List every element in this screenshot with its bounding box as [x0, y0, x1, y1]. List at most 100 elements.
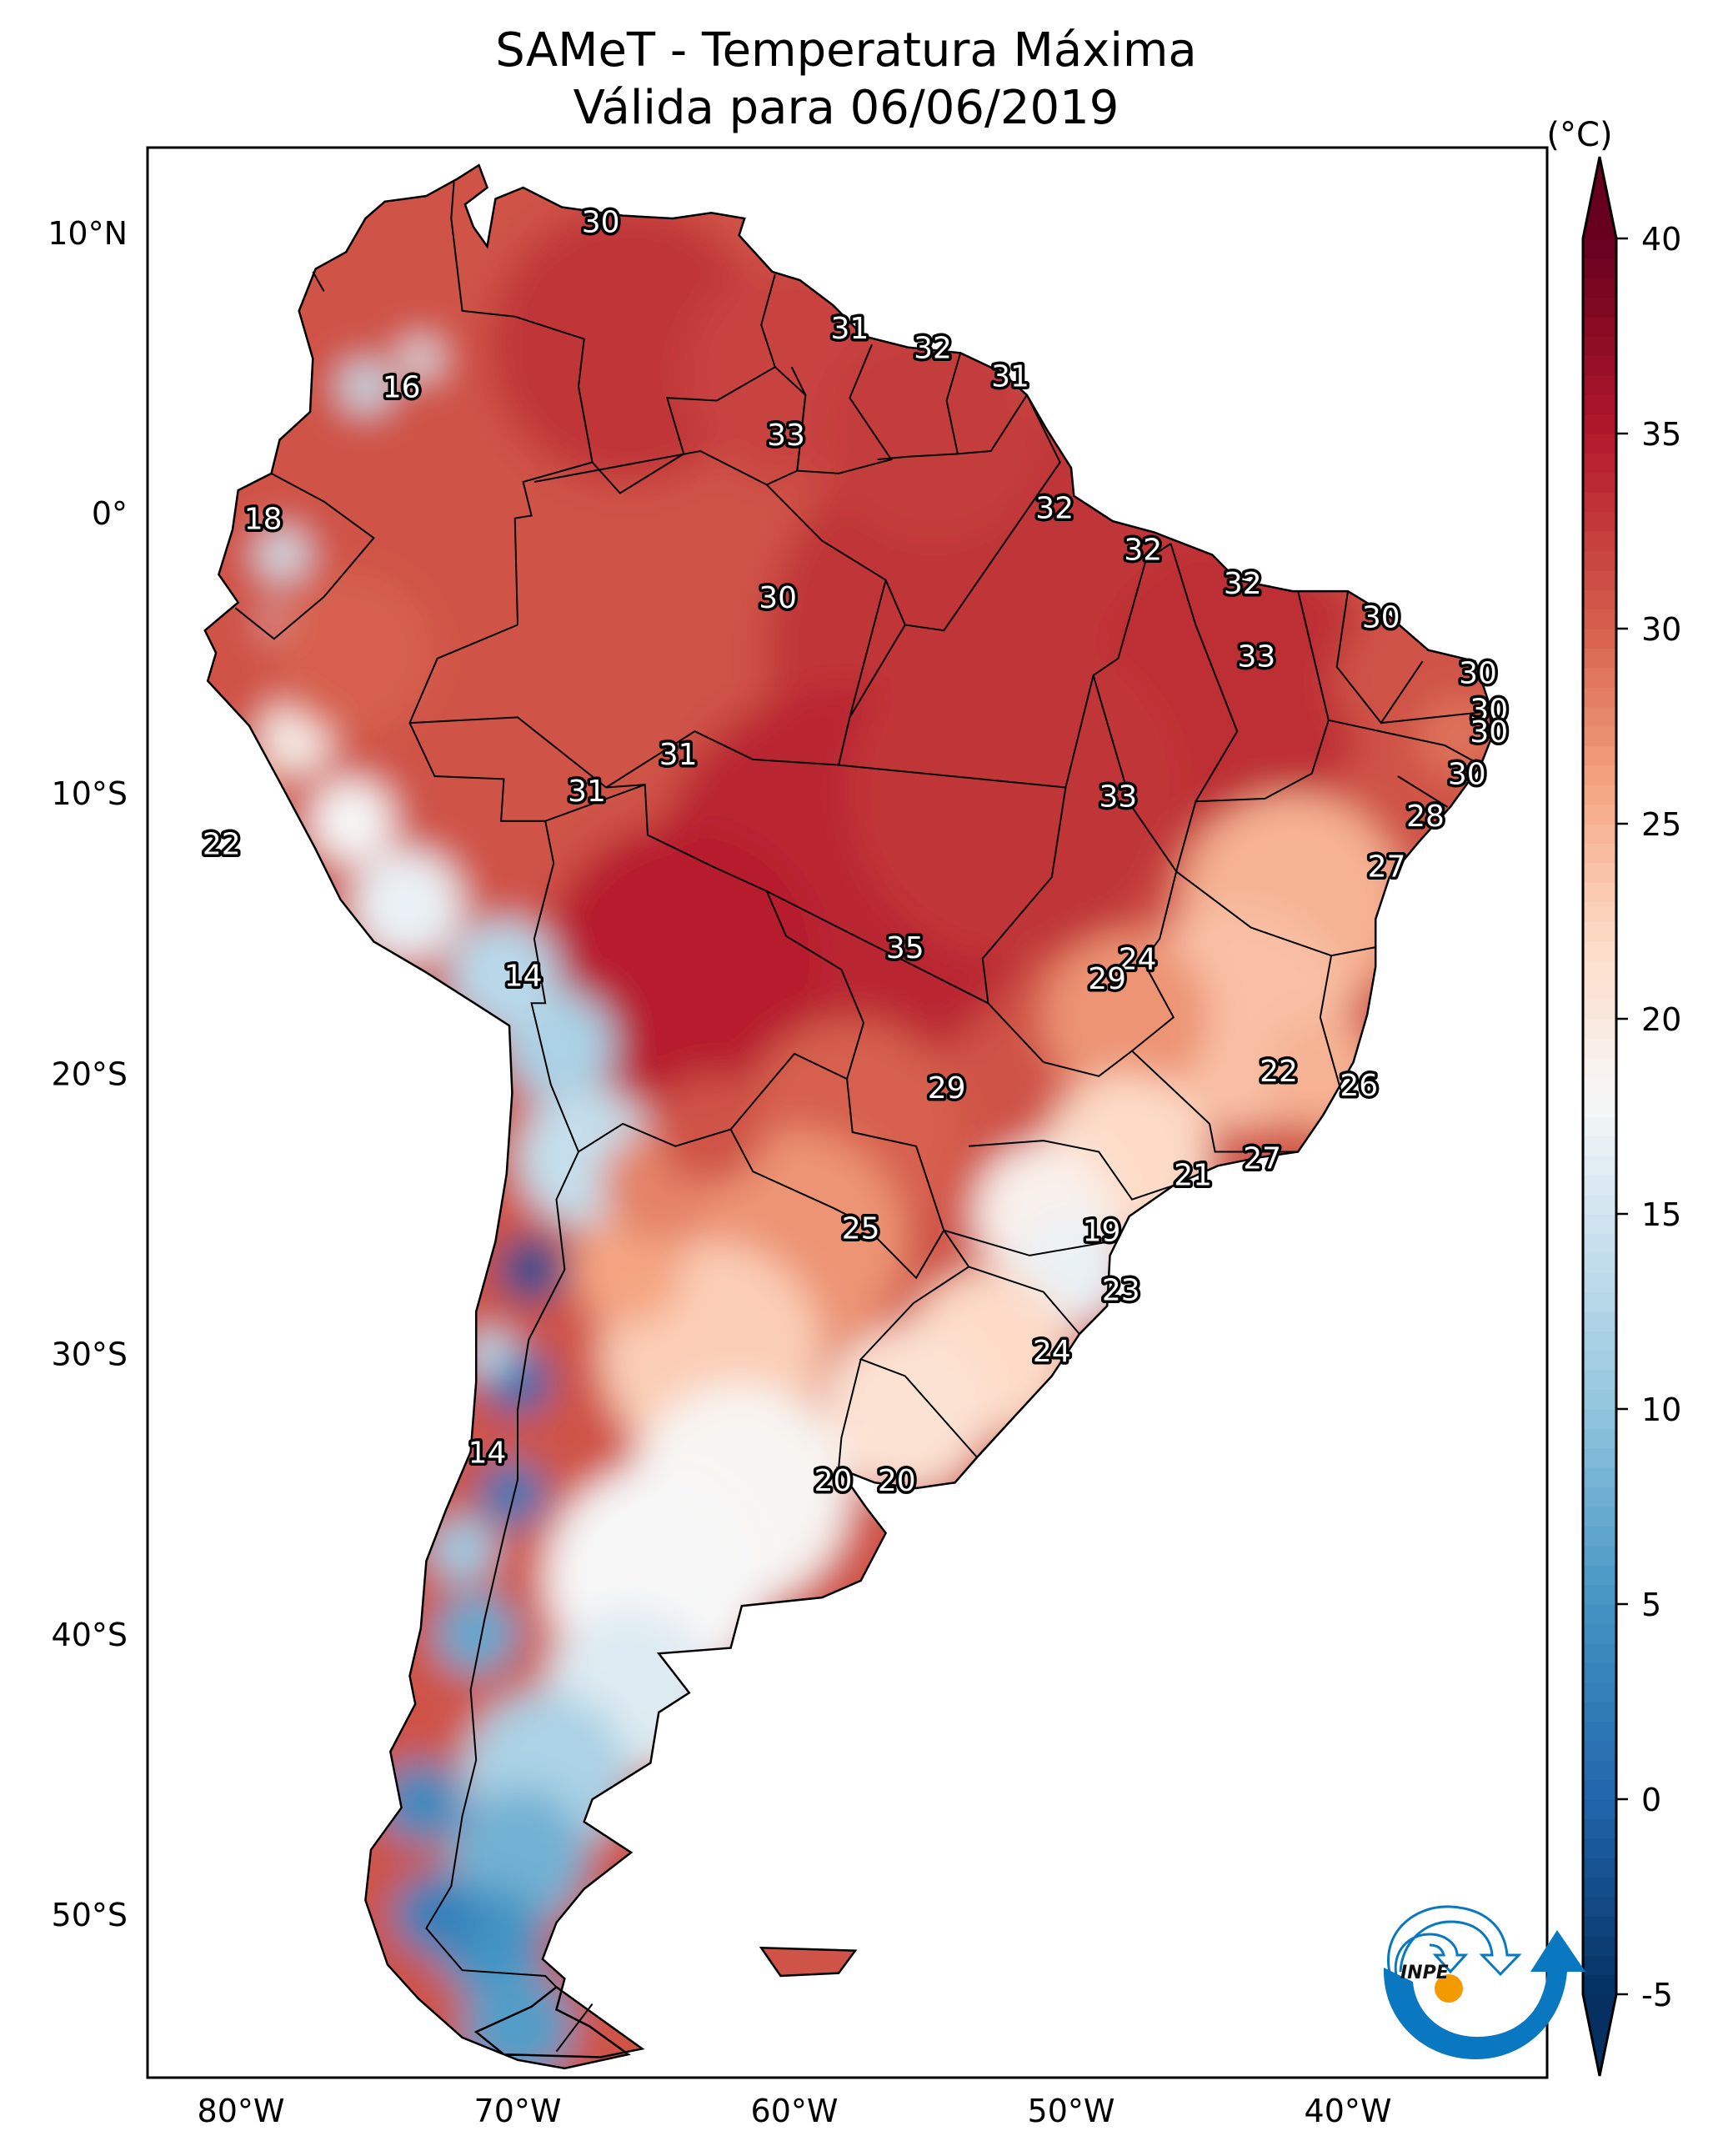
contour-label: 20 [878, 1464, 916, 1498]
y-tick-label: 50°S [52, 1897, 128, 1933]
colorbar-level [1583, 511, 1616, 532]
field-cell [351, 850, 463, 961]
colorbar-level [1583, 277, 1616, 298]
contour-label: 28 [1406, 800, 1445, 834]
border-line [408, 624, 978, 1458]
contour-label: 32 [1124, 534, 1162, 568]
colorbar-level [1583, 238, 1616, 258]
colorbar-level [1583, 1233, 1616, 1254]
colorbar: (°C) 40 35 30 25 20 15 10 5 0 -5 [1546, 116, 1681, 2077]
colorbar-level [1583, 1858, 1616, 1878]
colorbar-level [1583, 453, 1616, 474]
colorbar-level [1583, 1038, 1616, 1059]
colorbar-level [1583, 706, 1616, 727]
colorbar-level [1583, 921, 1616, 941]
border-line [968, 1266, 1080, 1335]
contour-label: 31 [830, 312, 869, 346]
field-cell [428, 1517, 496, 1583]
colorbar-level [1583, 1584, 1616, 1605]
border-line [1092, 674, 1178, 1052]
field-cell [434, 1592, 518, 1676]
field-cell [1043, 934, 1210, 1101]
colorbar-level [1583, 1252, 1616, 1273]
field-cell [213, 765, 269, 821]
colorbar-level [1583, 1702, 1616, 1722]
contour-label: 29 [928, 1071, 966, 1106]
colorbar-tick-label: 30 [1641, 611, 1681, 648]
colorbar-level [1583, 1662, 1616, 1683]
colorbar-level [1583, 569, 1616, 590]
border-line [1043, 1050, 1299, 1153]
colorbar-level [1583, 960, 1616, 980]
colorbar-tick-label: 15 [1641, 1196, 1681, 1233]
contour-label: 30 [1470, 693, 1508, 727]
y-tick-label: 30°S [52, 1336, 128, 1373]
border-line [884, 394, 1061, 632]
colorbar-level [1583, 1526, 1616, 1547]
colorbar-level [1583, 1194, 1616, 1215]
colorbar-unit-label: (°C) [1546, 116, 1612, 154]
colorbar-level [1583, 492, 1616, 513]
colorbar-level [1583, 1350, 1616, 1371]
colorbar-level [1583, 1838, 1616, 1858]
colorbar-level [1583, 882, 1616, 903]
border-line [838, 1359, 862, 1469]
y-tick-label: 10°S [52, 775, 128, 812]
border-line [312, 271, 325, 292]
colorbar-level [1583, 1116, 1616, 1136]
border-line [839, 543, 1172, 789]
colorbar-tick-label: 25 [1641, 806, 1681, 843]
border-line [766, 366, 807, 486]
colorbar-level [1583, 824, 1616, 844]
colorbar-level [1583, 355, 1616, 376]
colorbar-level [1583, 1877, 1616, 1898]
field-cell [545, 822, 823, 1100]
colorbar-level [1583, 434, 1616, 454]
colorbar-level [1583, 1818, 1616, 1839]
border-line [450, 182, 594, 625]
contour-label: 24 [1033, 1335, 1071, 1369]
y-tick-label: 20°S [52, 1055, 128, 1092]
contour-label: 32 [1224, 567, 1262, 601]
colorbar-level [1583, 648, 1616, 669]
contour-label: 33 [1099, 780, 1137, 815]
colorbar-tick-label: 20 [1641, 1001, 1681, 1038]
colorbar-level [1583, 1389, 1616, 1410]
colorbar-tick-label: 5 [1641, 1587, 1661, 1623]
x-tick-label: 70°W [474, 2093, 562, 2129]
y-tick-label: 40°S [52, 1617, 128, 1653]
border-line [1380, 710, 1487, 725]
contour-label: 14 [504, 960, 543, 994]
colorbar-level [1583, 316, 1616, 337]
border-line [1195, 590, 1330, 803]
field-cell [268, 569, 435, 736]
contour-label: 27 [1243, 1141, 1281, 1176]
logo-swoosh-arrow [1383, 1930, 1585, 2059]
colorbar-level [1583, 843, 1616, 864]
colorbar-level [1583, 1447, 1616, 1468]
contour-label: 20 [814, 1464, 853, 1498]
border-line [533, 449, 887, 789]
colorbar-level [1583, 745, 1616, 766]
border-line [425, 1151, 579, 1988]
y-tick-label: 10°N [48, 215, 128, 252]
contour-label: 24 [1119, 943, 1157, 977]
field-cell [464, 1328, 515, 1379]
x-tick-label: 40°W [1305, 2093, 1392, 2129]
chart-title: SAMeT - Temperatura Máxima [495, 23, 1197, 78]
contour-label: 22 [203, 828, 241, 862]
colorbar-level [1583, 1409, 1616, 1429]
x-axis-ticks: 80°W 70°W 60°W 50°W 40°W [198, 2093, 1392, 2129]
border-line [1319, 955, 1344, 1096]
border-line [234, 473, 375, 640]
colorbar-level [1583, 804, 1616, 825]
colorbar-level [1583, 589, 1616, 610]
colorbar-extend-max [1583, 157, 1616, 238]
colorbar-level [1583, 1565, 1616, 1586]
y-axis-ticks: 10°N 0° 10°S 20°S 30°S 40°S 50°S [48, 215, 128, 1933]
colorbar-level [1583, 1077, 1616, 1098]
colorbar-level [1583, 1311, 1616, 1331]
border-line [530, 820, 848, 1153]
colorbar-tick-label: -5 [1641, 1977, 1673, 2013]
